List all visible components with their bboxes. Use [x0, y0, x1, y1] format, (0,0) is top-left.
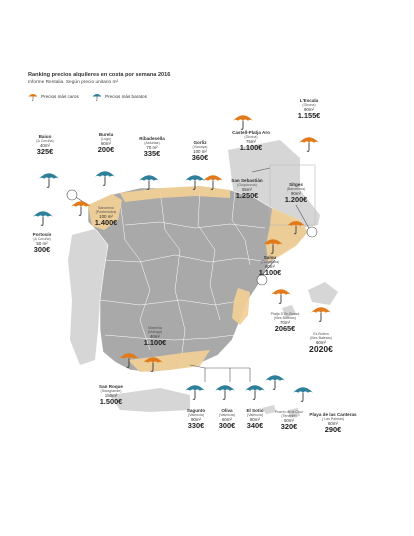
legend-expensive: Precios más caros [28, 92, 79, 101]
location-sitges: Sitges (Barcelona) 90m² 1.200€ [284, 182, 308, 205]
blue-umbrella-icon [39, 173, 59, 188]
orange-umbrella-icon [271, 289, 291, 304]
orange-umbrella-icon [71, 201, 91, 216]
legend-cheap-label: Precios más baratos [105, 94, 147, 99]
blue-umbrella-icon [185, 175, 205, 190]
province-borders [99, 187, 271, 369]
blue-umbrella-icon [293, 387, 313, 402]
andalusia-highlight [128, 350, 210, 372]
orange-umbrella-icon [263, 239, 283, 254]
location-baiuo: Baiuo (A Coruña) 40m² 325€ [36, 134, 54, 157]
location-san-sebastian: San Sebastián (Guipúzcoa) 55m² 1.250€ [231, 178, 263, 201]
location-sagunto: Sagunto (Valencia) 90m² 330€ [186, 408, 206, 431]
map-title: Ranking precios alquileres en costa por … [28, 72, 171, 78]
location-lescala: L'Escala (Girona) 90m² 1.155€ [297, 98, 321, 121]
blue-umbrella-icon [95, 171, 115, 186]
blue-umbrella-icon [92, 94, 102, 101]
location-el-sotio: El Sotio (Valencia) 80m² 340€ [246, 408, 264, 431]
ibiza-island [282, 305, 296, 318]
location-platja-den-bossa: Platja D'En Bossa (Illes Balears) 70m² 2… [270, 312, 300, 334]
location-ribadesella: Ribadesella (Asturias) 70 m² 335€ [139, 136, 165, 159]
cantabrian-highlight [120, 186, 230, 202]
legend-expensive-label: Precios más caros [41, 94, 79, 99]
balearic-islands [282, 282, 338, 318]
portugal-land [68, 228, 110, 365]
orange-umbrella-icon [299, 137, 319, 152]
orange-umbrella-icon [119, 353, 139, 368]
spain-land [87, 185, 309, 373]
location-castell-platja-aro: Castell-Platja Aro (Girona) 75m² 1.100€ [232, 130, 270, 153]
map-subtitle: Informe Rentalia. Según precio unitario … [28, 80, 119, 85]
mallorca-island [308, 282, 338, 305]
orange-umbrella-icon [203, 175, 223, 190]
orange-umbrella-icon [311, 307, 331, 322]
location-playa-canteras: Playa de las Canteras ( Las Palmas) 60m²… [309, 412, 357, 435]
location-es-bolero: Es Bolero (Illes Balears) 60m² 2020€ [309, 332, 333, 355]
galicia-highlight [88, 194, 122, 230]
location-burela: Burela (Lugo) 60m² 200€ [97, 132, 115, 155]
location-san-roque: San Roque (Sotogrande) 150m² 1.500€ [99, 384, 123, 407]
blue-umbrella-icon [265, 375, 285, 390]
catalonia-callout-circle [306, 226, 318, 238]
salou-callout-circle [256, 274, 268, 286]
orange-umbrella-icon [233, 115, 253, 130]
legend-cheap: Precios más baratos [92, 92, 147, 101]
africa-land [110, 388, 190, 412]
location-gorliz: Gorliz (Vizcaya) 100 m² 360€ [191, 140, 209, 163]
location-sanxenxo: Sanxenxo (Pontevedra) 100 m² 1.400€ [94, 206, 118, 228]
galicia-callout-circle [66, 189, 78, 201]
location-puerto-de-la-cruz: Puerto de la Cruz (Tenerife) 50m² 320€ [275, 410, 303, 432]
blue-umbrella-icon [245, 385, 265, 400]
orange-umbrella-icon [287, 221, 305, 235]
location-salou: Salou (Tarragona) 60m² 1.100€ [258, 255, 282, 278]
location-portosin: Portosín (A Coruña) 50 m² 300€ [32, 232, 52, 255]
location-marbella: Marbella (Málaga) 40m² 1.100€ [143, 326, 167, 348]
blue-umbrella-icon [215, 385, 235, 400]
blue-umbrella-icon [139, 175, 159, 190]
canary-islands-land [262, 405, 300, 418]
coast-highlights [88, 186, 308, 372]
blue-umbrella-icon [33, 211, 53, 226]
orange-umbrella-icon [143, 357, 163, 372]
orange-umbrella-icon [28, 94, 38, 101]
location-oliva: Oliva (Valencia) 60m² 300€ [218, 408, 236, 431]
blue-umbrella-icon [185, 385, 205, 400]
valencia-highlight [232, 288, 250, 325]
